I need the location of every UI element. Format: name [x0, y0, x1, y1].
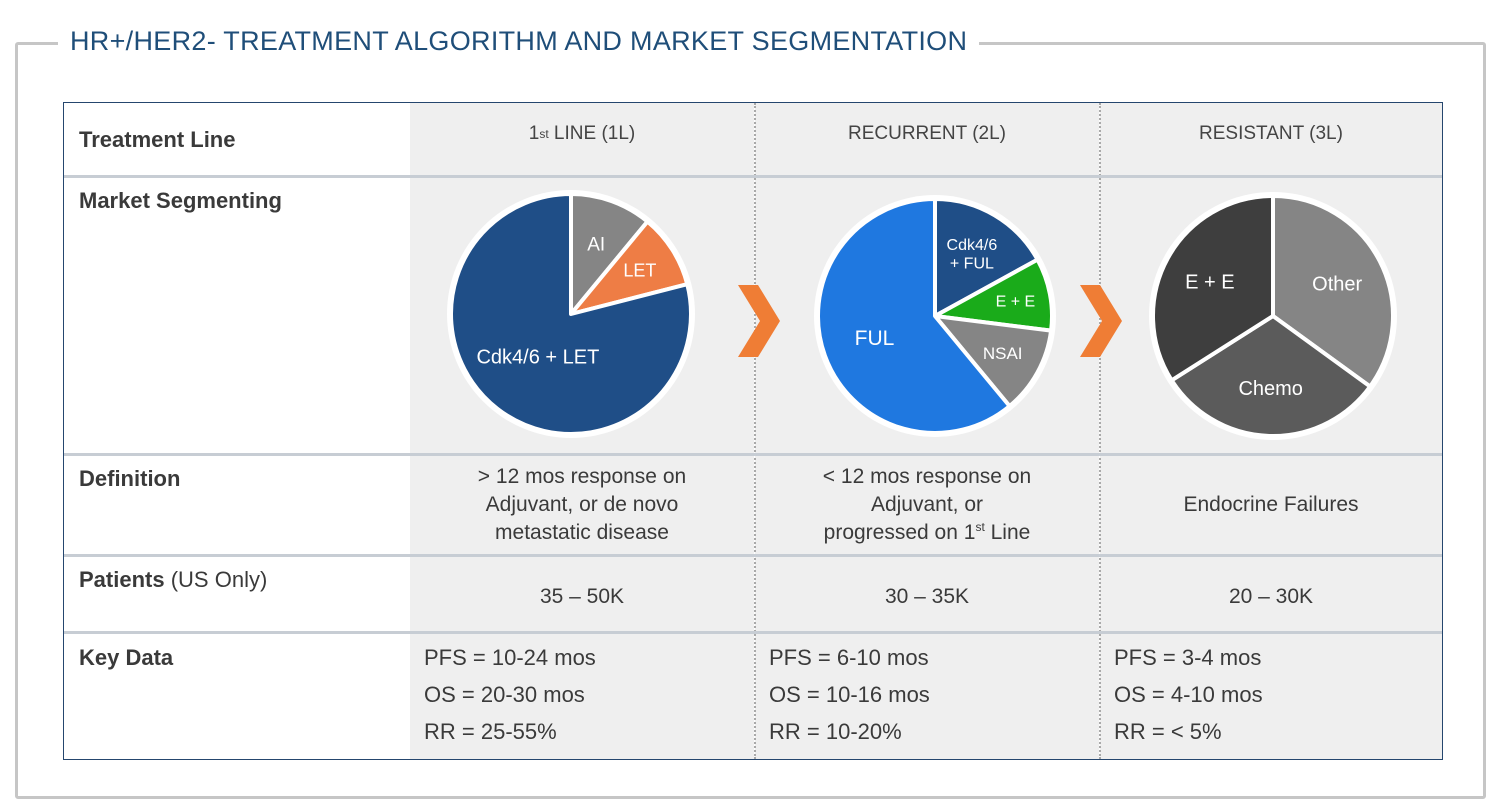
pie-slice-label: FUL	[855, 327, 895, 350]
pie-slice-label-line: NSAI	[983, 344, 1023, 363]
pie-slice-label: Cdk4/6 + LET	[476, 347, 599, 369]
pie-slice-label-line: + FUL	[950, 255, 994, 272]
column-divider	[754, 103, 756, 759]
label-treatment-line: Treatment Line	[79, 127, 236, 152]
definition-2l: < 12 mos response on Adjuvant, or progre…	[755, 459, 1099, 551]
row-divider	[64, 631, 1442, 634]
header-1l-prefix: 1	[528, 123, 540, 144]
row-divider	[64, 453, 1442, 456]
market-segment-pies: AI LET Cdk4/6 + LET Cdk4/6 + FUL E + E NSAI FU…	[447, 190, 1397, 440]
pie-slice-label-line: Chemo	[1238, 378, 1302, 400]
patients-1l: 35 – 50K	[539, 585, 625, 608]
pie-slice-label: Other	[1312, 273, 1362, 295]
algorithm-table: Treatment Line Market Segmenting Definit…	[63, 102, 1443, 760]
definition-2l-line3-sup: st	[975, 520, 985, 534]
pie-slice-label: AI	[587, 235, 605, 256]
key-data-rr: RR = < 5%	[1114, 719, 1222, 744]
key-data-os: OS = 4-10 mos	[1114, 682, 1263, 707]
header-1l-suffix: LINE (1L)	[548, 123, 636, 144]
pie-slice	[1271, 194, 1395, 389]
chevron-arrow-icon	[738, 285, 780, 357]
definition-2l-line3-suffix: Line	[984, 521, 1031, 544]
label-definition: Definition	[79, 466, 181, 491]
key-data-os: OS = 10-16 mos	[769, 682, 930, 707]
pie-slice-label: LET	[623, 261, 656, 281]
chevron-shape	[1080, 285, 1122, 357]
pie-slice-label: E + E	[1185, 271, 1234, 293]
definition-3l: Endocrine Failures	[1183, 493, 1359, 516]
pie-slice-label-line: Cdk4/6	[947, 237, 998, 254]
pie-slice	[1151, 194, 1275, 383]
pie-1l: AI LET Cdk4/6 + LET	[447, 190, 695, 438]
pie-slice	[933, 314, 1054, 409]
pie-slice	[569, 192, 650, 316]
key-data-pfs: PFS = 10-24 mos	[424, 645, 596, 670]
key-data-rr: RR = 10-20%	[769, 719, 902, 744]
header-3l: RESISTANT (3L)	[1199, 123, 1343, 144]
pie-slice-label: Cdk4/6 + FUL	[947, 237, 998, 272]
key-data-pfs: PFS = 3-4 mos	[1114, 645, 1262, 670]
pie-slice-label-line: AI	[587, 235, 605, 256]
chevron-arrow-icon	[1080, 285, 1122, 357]
pie-slice-label: NSAI	[983, 344, 1023, 363]
patients-3l: 20 – 30K	[1228, 585, 1314, 608]
label-patients-suffix: (US Only)	[170, 567, 268, 592]
pie-slice-label: Chemo	[1238, 378, 1302, 400]
label-patients: Patients (US Only)	[79, 567, 267, 593]
header-2l: RECURRENT (2L)	[847, 123, 1006, 144]
key-data-os: OS = 20-30 mos	[424, 682, 585, 707]
key-data-rr: RR = 25-55%	[424, 719, 557, 744]
label-key-data: Key Data	[79, 645, 174, 670]
definition-1l-line: > 12 mos response on	[477, 465, 687, 488]
definition-1l-line: metastatic disease	[495, 521, 669, 544]
pie-slice-label-line: LET	[623, 261, 656, 281]
definition-2l-line: progressed on 1st Line	[824, 519, 1031, 547]
key-data-3l: PFS = 3-4 mos OS = 4-10 mos RR = < 5%	[1114, 639, 1263, 750]
pie-slice-label: E + E	[996, 293, 1036, 310]
definition-2l-line3-prefix: progressed on 1	[823, 521, 976, 544]
label-market-segmenting: Market Segmenting	[79, 188, 282, 213]
key-data-2l: PFS = 6-10 mos OS = 10-16 mos RR = 10-20…	[769, 639, 930, 750]
chevron-shape	[738, 285, 780, 357]
pie-3l: Other Chemo E + E	[1149, 192, 1397, 440]
pie-slice-label-line: Cdk4/6 + LET	[476, 347, 599, 369]
label-patients-main: Patients	[79, 567, 165, 592]
pie-slice-label-line: FUL	[855, 327, 895, 350]
definition-1l-line: Adjuvant, or de novo	[485, 493, 679, 516]
patients-2l: 30 – 35K	[884, 585, 970, 608]
key-data-pfs: PFS = 6-10 mos	[769, 645, 929, 670]
pie-2l: Cdk4/6 + FUL E + E NSAI FUL	[814, 195, 1056, 437]
row-divider	[64, 554, 1442, 557]
key-data-1l: PFS = 10-24 mos OS = 20-30 mos RR = 25-5…	[424, 639, 596, 750]
column-divider	[1099, 103, 1101, 759]
pie-slice-label-line: E + E	[996, 293, 1036, 310]
page-title: HR+/HER2- TREATMENT ALGORITHM AND MARKET…	[58, 26, 980, 57]
row-divider	[64, 175, 1442, 178]
definition-2l-line: Adjuvant, or	[870, 493, 984, 516]
pie-slice-label-line: E + E	[1185, 271, 1234, 293]
pie-slice-label-line: Other	[1312, 273, 1362, 295]
pie-slice	[933, 197, 1040, 318]
pie-slice	[816, 197, 1012, 435]
pie-slice	[1169, 314, 1373, 438]
pie-slice	[449, 192, 693, 436]
definition-1l: > 12 mos response on Adjuvant, or de nov…	[410, 459, 754, 551]
definition-2l-line: < 12 mos response on	[822, 465, 1032, 488]
